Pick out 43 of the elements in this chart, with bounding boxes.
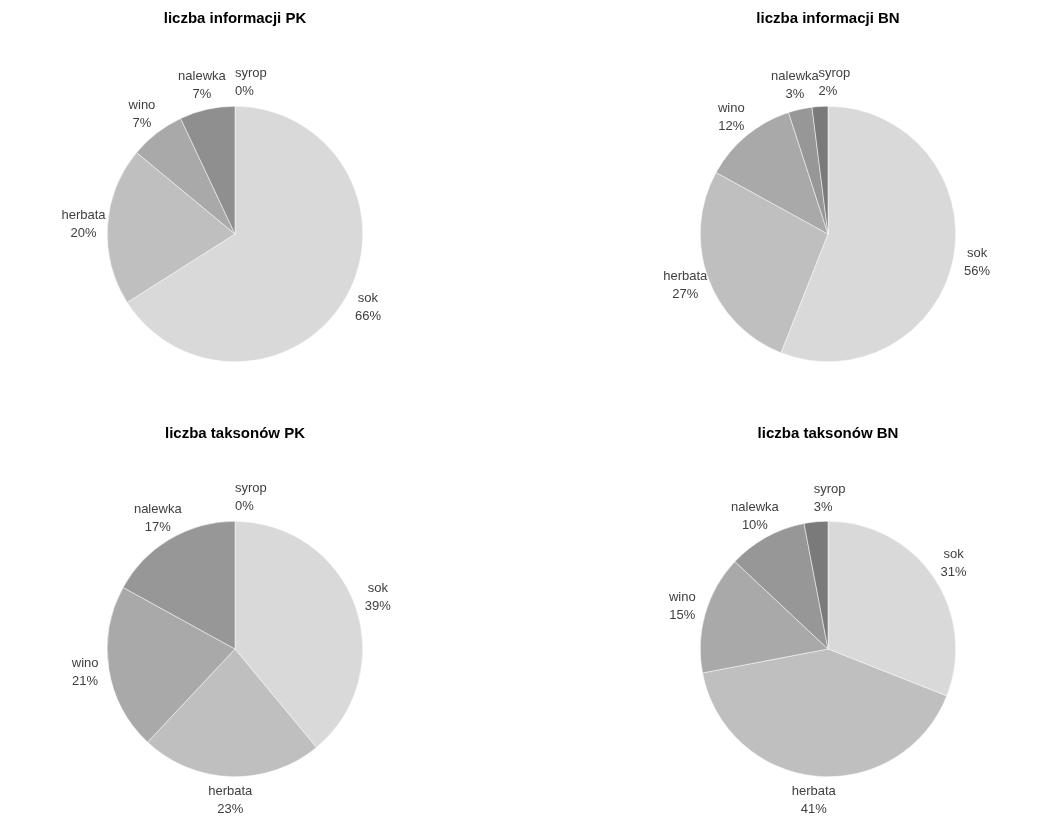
data-label: 27% [672,285,699,301]
slice-label: sok [943,546,965,562]
data-label: 56% [964,263,991,279]
slice-label: sok [357,289,379,305]
slice-label: syrop [813,480,846,496]
slice-label: syrop [818,65,851,81]
data-label: 10% [741,516,769,532]
data-label: 2% [818,83,838,99]
data-label: 21% [72,673,99,689]
data-label: 15% [669,607,696,623]
data-label: 3% [785,86,805,102]
slice-label: nalewka [133,500,183,516]
slice-label: herbata [663,267,709,283]
slice-label: wino [716,99,745,115]
category-label: syrop [235,64,267,80]
slice-label: wino [127,96,156,112]
data-label: 66% [354,307,382,323]
data-label: 12% [718,117,745,133]
chart-title: liczba taksonów BN [757,424,899,442]
text: 0% [235,82,254,98]
slice-label: herbata [61,207,107,223]
slice-label: herbata [791,782,837,798]
chart-title: liczba informacji BN [756,9,900,27]
data-label: 39% [364,598,392,614]
slice-label: nalewka [731,498,780,514]
data-label: 23% [217,801,244,817]
data-label: 7% [192,86,212,102]
chart-title: liczba informacji PK [163,9,307,27]
data-label: 31% [940,564,967,580]
slice-label: sok [966,245,988,261]
chart-title: liczba taksonów PK [164,424,306,442]
slice-label: wino [70,655,99,671]
data-label: 7% [132,114,152,130]
text: 0% [235,497,254,513]
category-label: syrop [235,479,267,495]
slice-label: wino [667,589,696,605]
data-label: 41% [800,800,828,816]
slice-label: sok [367,580,389,596]
data-label: 3% [813,498,833,514]
data-label: 17% [144,518,172,534]
data-label: 20% [70,225,97,241]
slice-label: nalewka [178,68,227,84]
slice-label: herbata [208,783,254,799]
